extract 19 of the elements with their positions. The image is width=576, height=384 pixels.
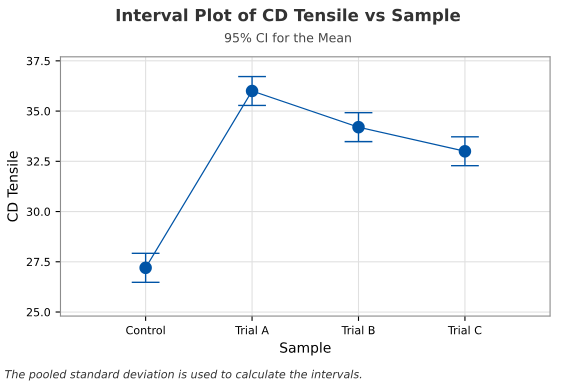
x-tick-label: Trial C (448, 326, 482, 334)
text: The pooled standard deviation is used to calculate the intervals. (5, 370, 362, 381)
x-tick-label: Control (126, 326, 165, 334)
y-axis-title: CD Tensile (7, 151, 18, 222)
y-tick-label: 37.5 (26, 56, 50, 66)
y-tick-label: 25.0 (26, 308, 50, 316)
y-tick-label: 27.5 (26, 258, 50, 266)
y-tick-label: 35.0 (26, 107, 50, 116)
point (352, 120, 365, 134)
chart-title: Interval Plot of CD Tensile vs Sample (116, 8, 460, 25)
point (246, 84, 258, 98)
x-tick-label: Trial A (235, 326, 269, 334)
point (458, 145, 472, 158)
x-axis-title: Sample (280, 342, 331, 356)
x-tick-label: Trial B (342, 326, 375, 334)
point (139, 262, 152, 274)
y-tick-label: 32.5 (26, 157, 50, 166)
y-tick-label: 30.0 (26, 208, 50, 216)
chart-subtitle: 95% CI for the Mean (224, 32, 351, 42)
